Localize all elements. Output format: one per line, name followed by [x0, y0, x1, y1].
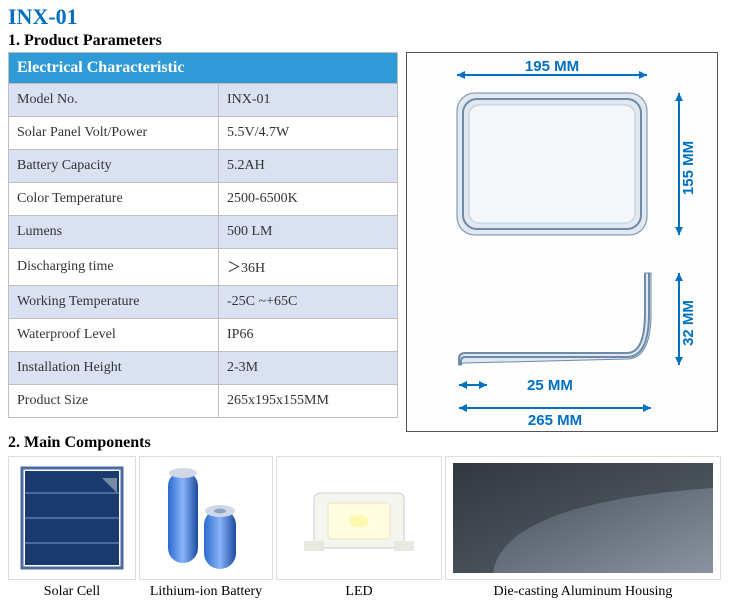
dim-height: 155 MM	[680, 141, 697, 195]
param-label: Model No.	[9, 84, 219, 117]
param-label: Color Temperature	[9, 183, 219, 216]
param-value: 265x195x155MM	[219, 385, 398, 418]
param-label: Discharging time	[9, 249, 219, 286]
param-value: INX-01	[219, 84, 398, 117]
param-label: Waterproof Level	[9, 319, 219, 352]
component-image	[276, 456, 442, 580]
component-item: Lithium-ion Battery	[139, 456, 273, 600]
component-image	[139, 456, 273, 580]
param-value: 2-3M	[219, 352, 398, 385]
table-row: Color Temperature2500-6500K	[9, 183, 398, 216]
param-value: -25C ~+65C	[219, 286, 398, 319]
param-label: Installation Height	[9, 352, 219, 385]
component-item: Die-casting Aluminum Housing	[445, 456, 721, 600]
table-row: Product Size265x195x155MM	[9, 385, 398, 418]
parameters-table: Electrical Characteristic Model No.INX-0…	[8, 52, 398, 418]
table-row: Solar Panel Volt/Power5.5V/4.7W	[9, 117, 398, 150]
component-item: Solar Cell	[8, 456, 136, 600]
param-label: Battery Capacity	[9, 150, 219, 183]
table-row: Model No.INX-01	[9, 84, 398, 117]
table-row: Battery Capacity5.2AH	[9, 150, 398, 183]
param-value: 2500-6500K	[219, 183, 398, 216]
component-label: Lithium-ion Battery	[150, 584, 262, 600]
component-label: LED	[345, 584, 372, 600]
param-label: Working Temperature	[9, 286, 219, 319]
table-row: Discharging time＞36H	[9, 249, 398, 286]
dim-total-w: 265 MM	[528, 412, 582, 429]
table-row: Waterproof LevelIP66	[9, 319, 398, 352]
components-row: Solar Cell Lithium-ion Battery LED Die-cast…	[8, 456, 722, 600]
dim-bracket-h: 32 MM	[680, 300, 697, 346]
param-value: 5.2AH	[219, 150, 398, 183]
table-row: Installation Height2-3M	[9, 352, 398, 385]
param-value: 5.5V/4.7W	[219, 117, 398, 150]
table-row: Working Temperature-25C ~+65C	[9, 286, 398, 319]
section2-heading: 2. Main Components	[8, 434, 722, 452]
table-header: Electrical Characteristic	[9, 53, 398, 84]
param-label: Product Size	[9, 385, 219, 418]
dim-width: 195 MM	[525, 58, 579, 75]
component-item: LED	[276, 456, 442, 600]
dimension-diagram: 195 MM 155 MM 25 MM 32 MM 265 MM	[406, 52, 718, 432]
param-value: 500 LM	[219, 216, 398, 249]
table-row: Lumens500 LM	[9, 216, 398, 249]
component-image	[8, 456, 136, 580]
component-image	[445, 456, 721, 580]
param-value: IP66	[219, 319, 398, 352]
param-label: Lumens	[9, 216, 219, 249]
product-title: INX-01	[8, 4, 722, 30]
component-label: Solar Cell	[44, 584, 100, 600]
param-value: ＞36H	[219, 249, 398, 286]
dim-bracket-w: 25 MM	[527, 377, 573, 394]
param-label: Solar Panel Volt/Power	[9, 117, 219, 150]
section1-heading: 1. Product Parameters	[8, 32, 722, 50]
top-row: Electrical Characteristic Model No.INX-0…	[8, 52, 722, 432]
diagram-svg: 195 MM 155 MM 25 MM 32 MM 265 MM	[407, 53, 717, 431]
component-label: Die-casting Aluminum Housing	[494, 584, 673, 600]
